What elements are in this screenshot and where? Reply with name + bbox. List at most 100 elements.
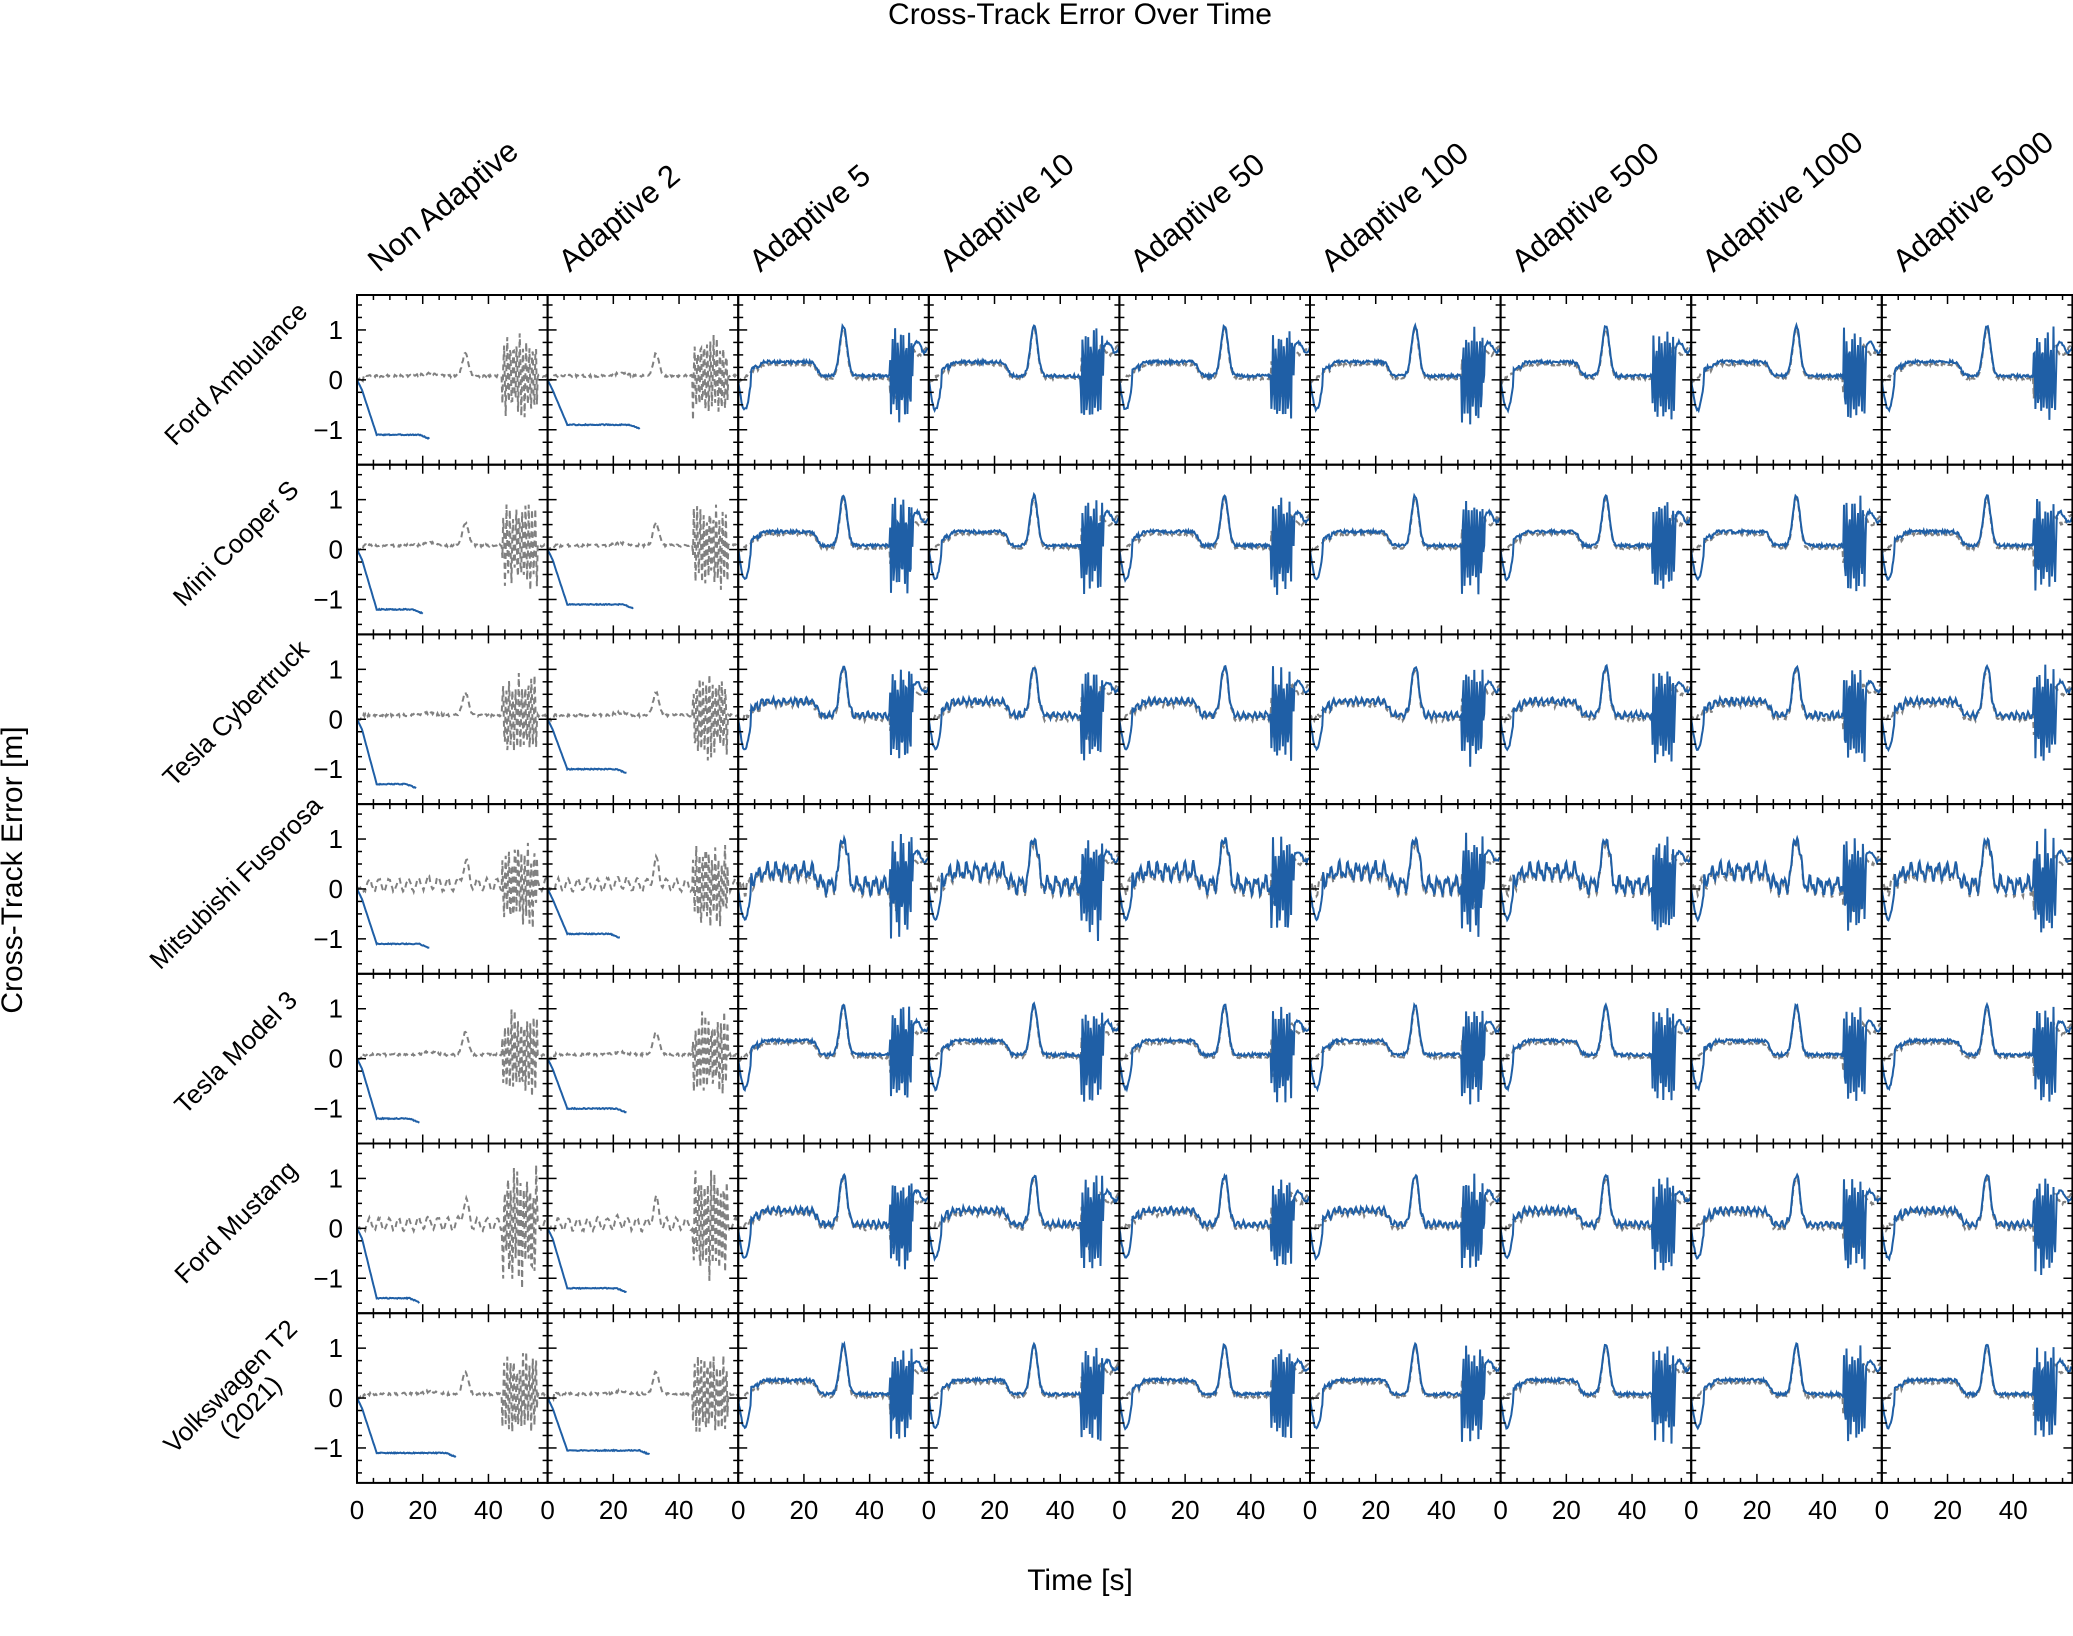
tracking-line xyxy=(1118,1003,1311,1103)
x-tick-label: 0 xyxy=(731,1495,745,1525)
subplot xyxy=(1880,803,2073,975)
tracking-line xyxy=(1499,1173,1693,1271)
x-tick-label: 40 xyxy=(1046,1495,1075,1525)
reference-line xyxy=(547,1011,739,1094)
y-tick-label: 1 xyxy=(329,824,343,854)
column-label: Adaptive 5000 xyxy=(1886,124,2060,278)
tracking-line xyxy=(546,718,627,774)
x-tick-label: 0 xyxy=(1493,1495,1507,1525)
x-tick-label: 20 xyxy=(599,1495,628,1525)
tracking-line xyxy=(1118,323,1311,419)
subplot xyxy=(1880,1142,2073,1315)
reference-line xyxy=(356,842,548,929)
x-tick-label: 0 xyxy=(1112,1495,1126,1525)
y-tick-label: −1 xyxy=(313,754,343,784)
subplot xyxy=(1499,633,1693,806)
reference-line xyxy=(356,504,549,591)
tracking-line xyxy=(1309,1341,1502,1442)
y-tick-label: 0 xyxy=(329,535,343,565)
subplot: 0 20 40 xyxy=(1493,1312,1693,1525)
subplot xyxy=(1690,972,1883,1145)
tracking-line xyxy=(737,833,930,939)
y-tick-label: 0 xyxy=(329,704,343,734)
subplot xyxy=(546,1142,740,1315)
x-tick-label: 40 xyxy=(1618,1495,1647,1525)
column-label: Adaptive 2 xyxy=(552,157,687,278)
subplot xyxy=(737,633,930,806)
tracking-line xyxy=(356,379,431,440)
subplot-grid: Non Adaptive Adaptive 2 Adaptive 5 Adaptive… xyxy=(143,124,2073,1525)
reference-line xyxy=(1500,1006,1692,1077)
tracking-line xyxy=(1309,322,1502,425)
tracking-line xyxy=(1690,834,1883,931)
subplot xyxy=(1499,803,1693,975)
subplot-frame xyxy=(546,972,740,1145)
chart-title: Cross-Track Error Over Time xyxy=(888,0,1272,31)
x-tick-label: 20 xyxy=(1933,1495,1962,1525)
tracking-line xyxy=(927,491,1121,595)
column-label: Adaptive 100 xyxy=(1314,135,1475,278)
subplot: 0 20 40 xyxy=(540,1312,740,1525)
subplot xyxy=(927,294,1121,466)
row-label: Volkswagen T2(2021) xyxy=(157,1313,323,1479)
subplot xyxy=(1309,1142,1502,1315)
row-label: Ford Mustang xyxy=(168,1155,303,1290)
tracking-line xyxy=(1690,664,1883,762)
subplot xyxy=(1880,294,2073,466)
x-tick-label: 20 xyxy=(789,1495,818,1525)
subplot xyxy=(1309,294,1502,466)
row-label: Tesla Model 3 xyxy=(168,985,303,1120)
subplot xyxy=(927,1142,1121,1315)
row-label: Tesla Cybertruck xyxy=(157,633,316,792)
reference-line xyxy=(547,334,739,421)
subplot xyxy=(737,1142,930,1315)
tracking-line xyxy=(1499,1002,1692,1101)
y-tick-label: 0 xyxy=(329,1383,343,1413)
tracking-line xyxy=(1499,1343,1693,1444)
y-tick-label: 1 xyxy=(329,485,343,515)
tracking-line xyxy=(927,1001,1121,1102)
subplot xyxy=(927,803,1121,975)
subplot: −1 0 1 xyxy=(313,633,549,806)
subplot xyxy=(546,633,740,806)
y-tick-label: 0 xyxy=(329,874,343,904)
subplot xyxy=(1309,972,1502,1145)
tracking-line xyxy=(1880,1001,2073,1102)
tracking-line xyxy=(737,665,930,759)
tracking-line xyxy=(1309,492,1502,595)
x-tick-label: 0 xyxy=(540,1495,554,1525)
y-tick-label: −1 xyxy=(313,584,343,614)
y-tick-label: 1 xyxy=(329,1333,343,1363)
tracking-line xyxy=(356,1227,420,1304)
tracking-line xyxy=(1118,664,1311,761)
reference-line xyxy=(546,1170,740,1281)
y-axis-label: Cross-Track Error [m] xyxy=(0,726,29,1013)
tracking-line xyxy=(1880,1173,2073,1276)
tracking-line xyxy=(1499,494,1692,589)
y-tick-label: 1 xyxy=(329,994,343,1024)
reference-line xyxy=(546,1355,739,1432)
x-tick-label: 40 xyxy=(474,1495,503,1525)
reference-line xyxy=(356,1009,549,1097)
tracking-line xyxy=(1309,1173,1502,1269)
reference-line xyxy=(356,333,549,418)
column-label: Adaptive 50 xyxy=(1123,146,1271,278)
row-label: Mini Cooper S xyxy=(167,474,305,612)
y-tick-label: 0 xyxy=(329,1213,343,1243)
subplot: −1 0 1 xyxy=(313,463,549,636)
tracking-line xyxy=(737,494,930,594)
subplot xyxy=(1118,972,1312,1145)
tracking-line xyxy=(356,718,417,789)
subplot: −1 0 1 xyxy=(313,1142,549,1315)
subplot xyxy=(737,972,930,1145)
column-label: Adaptive 5 xyxy=(742,157,877,278)
tracking-line xyxy=(356,888,430,949)
tracking-line xyxy=(927,837,1120,942)
tracking-line xyxy=(546,1227,627,1294)
subplot: −1 0 1 xyxy=(313,803,549,975)
column-label: Adaptive 1000 xyxy=(1695,124,1869,278)
x-tick-label: 40 xyxy=(1808,1495,1837,1525)
x-tick-label: 20 xyxy=(408,1495,437,1525)
tracking-line xyxy=(1690,321,1883,418)
subplot: −1 0 1 xyxy=(313,972,549,1145)
